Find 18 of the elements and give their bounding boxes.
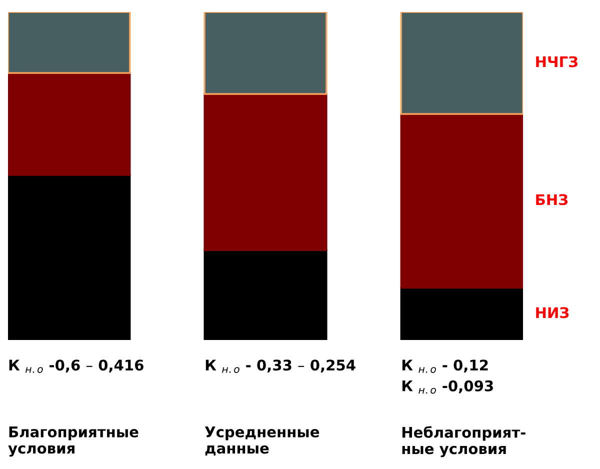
bar bbox=[400, 12, 523, 115]
x-tick-label: Благоприятные условия bbox=[8, 426, 138, 457]
text: К $_{н.о}$ - 0,12 К $_{н.о}$ -0,093 bbox=[402, 360, 493, 394]
bar bbox=[8, 174, 131, 340]
bar bbox=[204, 12, 328, 95]
bar bbox=[8, 72, 131, 176]
series-label: БНЗ bbox=[536, 194, 568, 206]
text: К $_{н.о}$ - 0,33 – 0,254 bbox=[206, 360, 356, 373]
bar bbox=[400, 113, 523, 289]
bar bbox=[204, 93, 328, 251]
series-label: НИЗ bbox=[536, 307, 569, 318]
bar bbox=[8, 12, 131, 74]
series-label: НЧГЗ bbox=[536, 56, 578, 68]
bar bbox=[204, 249, 328, 340]
bar bbox=[400, 287, 523, 340]
x-tick-label: Неблагоприят- ные условия bbox=[402, 426, 526, 458]
x-tick-label: Усредненные данные bbox=[204, 426, 320, 456]
text: К $_{н.о}$ -0,6 – 0,416 bbox=[9, 360, 144, 373]
